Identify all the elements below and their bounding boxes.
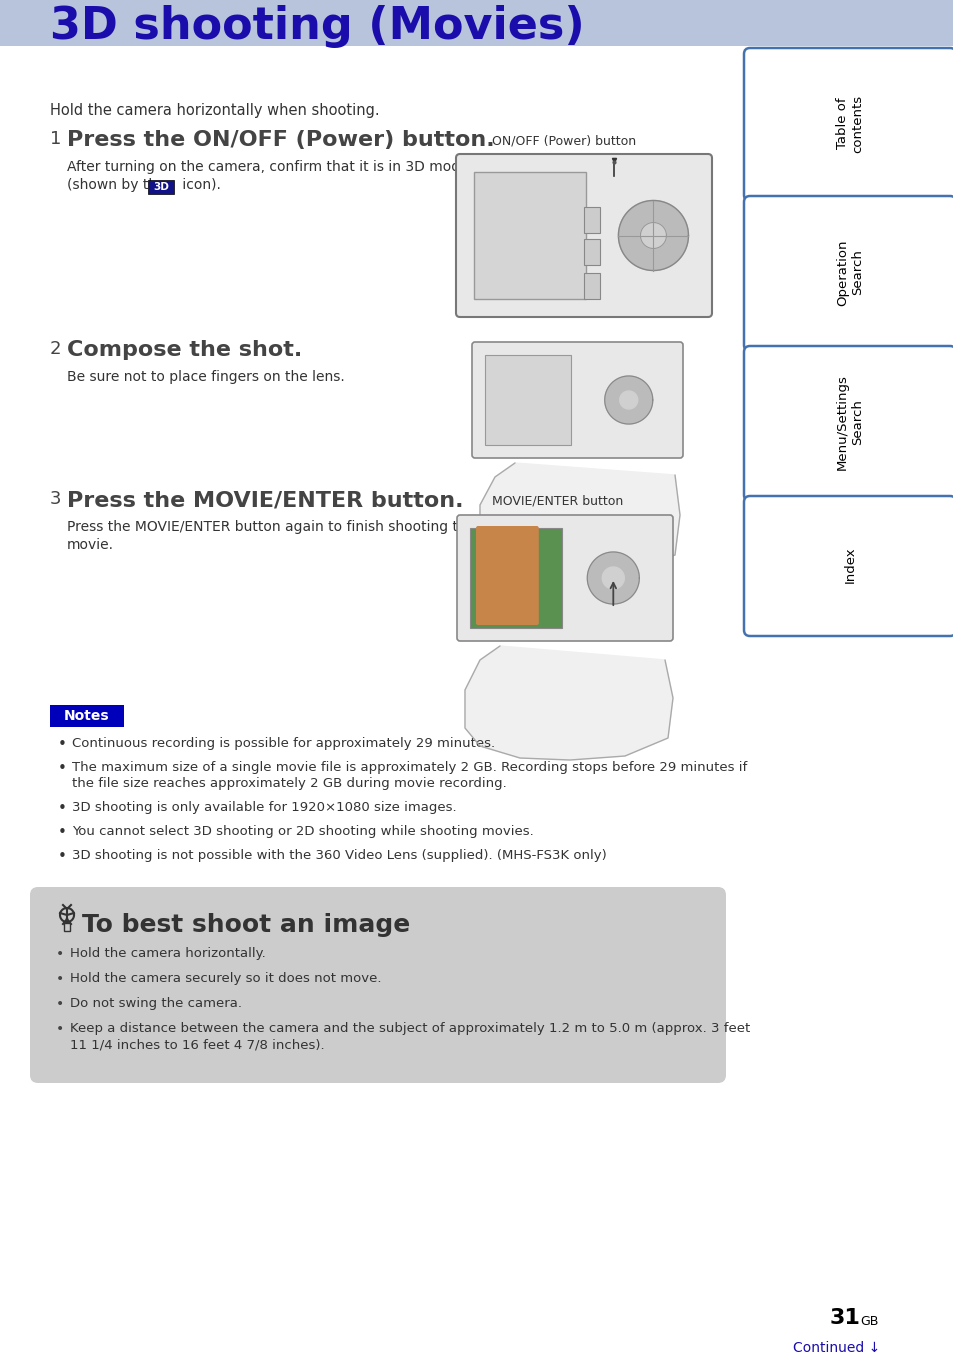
Polygon shape — [479, 463, 679, 574]
Polygon shape — [601, 567, 623, 589]
Text: Be sure not to place fingers on the lens.: Be sure not to place fingers on the lens… — [67, 370, 344, 383]
Text: Hold the camera horizontally.: Hold the camera horizontally. — [70, 947, 266, 960]
Text: After turning on the camera, confirm that it is in 3D mode: After turning on the camera, confirm tha… — [67, 160, 468, 174]
Text: 3D shooting is only available for 1920×1080 size images.: 3D shooting is only available for 1920×1… — [71, 801, 456, 815]
Text: 31: 31 — [828, 1307, 859, 1328]
FancyBboxPatch shape — [476, 526, 538, 626]
Text: Compose the shot.: Compose the shot. — [67, 340, 302, 360]
Text: You cannot select 3D shooting or 2D shooting while shooting movies.: You cannot select 3D shooting or 2D shoo… — [71, 826, 533, 838]
Text: ON/OFF (Power) button: ON/OFF (Power) button — [492, 136, 636, 148]
Text: •: • — [56, 972, 64, 986]
Text: •: • — [56, 1023, 64, 1036]
Polygon shape — [587, 552, 639, 604]
Polygon shape — [618, 200, 688, 271]
FancyBboxPatch shape — [30, 887, 725, 1083]
Text: Continuous recording is possible for approximately 29 minutes.: Continuous recording is possible for app… — [71, 737, 495, 750]
Text: Menu/Settings
Search: Menu/Settings Search — [835, 375, 863, 471]
Text: Hold the camera securely so it does not move.: Hold the camera securely so it does not … — [70, 972, 381, 986]
FancyBboxPatch shape — [583, 240, 599, 266]
Text: •: • — [58, 761, 67, 776]
Text: 3: 3 — [50, 490, 61, 508]
Polygon shape — [639, 223, 666, 249]
FancyBboxPatch shape — [148, 179, 174, 194]
Text: To best shoot an image: To best shoot an image — [82, 913, 410, 936]
FancyBboxPatch shape — [743, 346, 953, 501]
FancyBboxPatch shape — [743, 196, 953, 350]
Text: •: • — [56, 947, 64, 961]
Text: Table of
contents: Table of contents — [835, 94, 863, 152]
Text: Operation
Search: Operation Search — [835, 240, 863, 305]
FancyBboxPatch shape — [0, 0, 953, 47]
Text: •: • — [56, 997, 64, 1010]
Text: Press the MOVIE/ENTER button.: Press the MOVIE/ENTER button. — [67, 490, 463, 511]
FancyBboxPatch shape — [64, 923, 70, 931]
Text: 3D: 3D — [153, 182, 169, 192]
Text: movie.: movie. — [67, 538, 113, 552]
Text: GB: GB — [859, 1316, 878, 1328]
Text: Press the MOVIE/ENTER button again to finish shooting the: Press the MOVIE/ENTER button again to fi… — [67, 520, 475, 534]
FancyBboxPatch shape — [583, 207, 599, 233]
FancyBboxPatch shape — [474, 172, 585, 298]
Text: •: • — [58, 801, 67, 816]
FancyBboxPatch shape — [484, 355, 571, 445]
Text: 1: 1 — [50, 130, 61, 148]
Polygon shape — [619, 392, 638, 409]
Text: Press the ON/OFF (Power) button.: Press the ON/OFF (Power) button. — [67, 130, 494, 151]
Text: 3D shooting (Movies): 3D shooting (Movies) — [50, 5, 584, 48]
FancyBboxPatch shape — [743, 496, 953, 637]
FancyBboxPatch shape — [456, 153, 711, 318]
Text: •: • — [58, 849, 67, 864]
Text: (shown by the: (shown by the — [67, 178, 170, 192]
Text: Hold the camera horizontally when shooting.: Hold the camera horizontally when shooti… — [50, 103, 379, 118]
Text: 2: 2 — [50, 340, 61, 359]
FancyBboxPatch shape — [456, 515, 672, 641]
Text: icon).: icon). — [178, 178, 221, 192]
Text: Keep a distance between the camera and the subject of approximately 1.2 m to 5.0: Keep a distance between the camera and t… — [70, 1023, 749, 1035]
Text: Continued ↓: Continued ↓ — [792, 1342, 879, 1355]
Polygon shape — [604, 376, 652, 424]
Text: The maximum size of a single movie file is approximately 2 GB. Recording stops b: The maximum size of a single movie file … — [71, 761, 746, 773]
FancyBboxPatch shape — [470, 528, 562, 628]
FancyBboxPatch shape — [472, 342, 682, 459]
FancyBboxPatch shape — [583, 272, 599, 298]
FancyBboxPatch shape — [50, 705, 124, 727]
Polygon shape — [464, 646, 672, 760]
Text: Index: Index — [842, 546, 856, 583]
Text: Do not swing the camera.: Do not swing the camera. — [70, 997, 242, 1010]
FancyBboxPatch shape — [743, 48, 953, 201]
Text: 3D shooting is not possible with the 360 Video Lens (supplied). (MHS-FS3K only): 3D shooting is not possible with the 360… — [71, 849, 606, 862]
Text: MOVIE/ENTER button: MOVIE/ENTER button — [492, 496, 622, 508]
Text: •: • — [58, 737, 67, 752]
Text: Notes: Notes — [64, 709, 110, 723]
Text: •: • — [58, 826, 67, 841]
Text: the file size reaches approximately 2 GB during movie recording.: the file size reaches approximately 2 GB… — [71, 778, 506, 790]
Text: 11 1/4 inches to 16 feet 4 7/8 inches).: 11 1/4 inches to 16 feet 4 7/8 inches). — [70, 1038, 324, 1051]
